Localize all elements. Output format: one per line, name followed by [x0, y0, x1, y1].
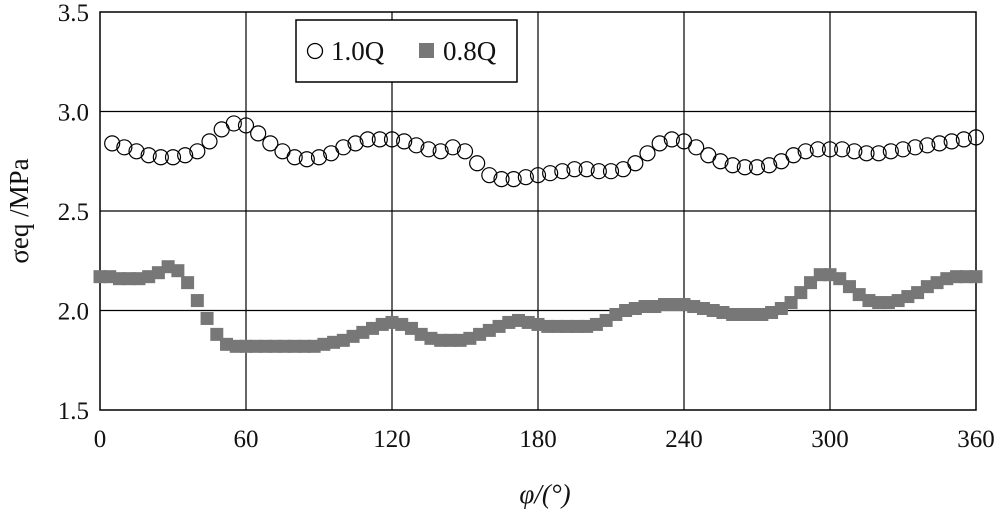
- data-point-1.0q: [688, 139, 705, 156]
- data-point-1.0q: [177, 147, 194, 164]
- data-point-1.0q: [286, 149, 303, 166]
- data-point-1.0q: [919, 137, 936, 154]
- data-point-1.0q: [797, 143, 814, 160]
- data-point-1.0q: [529, 167, 547, 184]
- data-point-1.0q: [152, 149, 169, 166]
- data-point-1.0q: [566, 161, 583, 178]
- data-point-1.0q: [967, 129, 985, 146]
- data-point-1.0q: [894, 141, 912, 158]
- data-point-0.8q: [181, 276, 195, 290]
- y-tick-label: 2.5: [58, 199, 89, 226]
- data-point-1.0q: [310, 149, 328, 166]
- data-point-1.0q: [481, 167, 498, 184]
- x-tick-label: 0: [94, 426, 107, 453]
- data-point-1.0q: [785, 147, 802, 164]
- legend-marker-square: [419, 43, 434, 58]
- data-point-1.0q: [748, 159, 766, 176]
- legend: 1.0Q 0.8Q: [295, 19, 518, 83]
- data-point-0.8q: [969, 270, 983, 284]
- legend-box: [295, 19, 518, 83]
- legend-marker-circle: [306, 42, 324, 60]
- legend-label-series-1: 1.0Q: [331, 36, 385, 66]
- data-point-1.0q: [420, 141, 437, 158]
- data-point-1.0q: [736, 159, 753, 176]
- data-point-0.8q: [210, 327, 224, 341]
- data-point-1.0q: [444, 139, 461, 156]
- data-point-1.0q: [262, 135, 279, 152]
- data-point-1.0q: [943, 133, 960, 150]
- data-point-1.0q: [554, 163, 571, 180]
- data-point-1.0q: [542, 165, 559, 182]
- data-marks: [93, 115, 985, 353]
- x-axis-label: φ/(°): [519, 479, 570, 509]
- data-point-0.8q: [190, 294, 204, 308]
- data-point-1.0q: [517, 169, 534, 186]
- data-point-1.0q: [456, 143, 474, 160]
- data-point-1.0q: [469, 155, 486, 172]
- data-point-1.0q: [237, 117, 255, 134]
- data-point-1.0q: [493, 171, 510, 188]
- data-point-1.0q: [907, 139, 924, 156]
- x-tick-label: 120: [373, 426, 411, 453]
- data-point-1.0q: [505, 171, 522, 188]
- x-tick-label: 60: [234, 426, 259, 453]
- data-point-1.0q: [639, 145, 656, 162]
- x-tick-label: 300: [811, 426, 849, 453]
- y-tick-label: 2.0: [58, 299, 89, 326]
- data-point-1.0q: [955, 131, 972, 148]
- data-point-1.0q: [858, 145, 875, 162]
- x-tick-label: 360: [957, 426, 995, 453]
- data-point-0.8q: [794, 286, 808, 300]
- data-point-1.0q: [189, 143, 206, 160]
- data-point-1.0q: [298, 151, 315, 168]
- data-point-0.8q: [171, 264, 185, 278]
- data-point-1.0q: [724, 157, 741, 174]
- data-point-1.0q: [359, 131, 376, 148]
- data-point-1.0q: [383, 131, 401, 148]
- legend-label-series-2: 0.8Q: [443, 36, 497, 66]
- data-point-1.0q: [663, 131, 680, 148]
- tick-labels: 0 60 120 180 240 300 360 1.5 2.0 2.5 3.0 3.5: [58, 0, 995, 453]
- data-point-1.0q: [602, 163, 620, 180]
- data-point-1.0q: [821, 141, 839, 158]
- data-point-1.0q: [116, 139, 133, 156]
- data-point-1.0q: [250, 125, 267, 142]
- data-point-0.8q: [784, 296, 798, 310]
- data-point-1.0q: [846, 143, 863, 160]
- data-point-1.0q: [432, 143, 449, 160]
- data-point-1.0q: [809, 141, 826, 158]
- data-point-1.0q: [396, 133, 413, 150]
- x-tick-label: 240: [665, 426, 703, 453]
- y-tick-label: 1.5: [58, 398, 89, 425]
- data-point-1.0q: [335, 139, 352, 156]
- data-point-1.0q: [408, 137, 425, 154]
- data-point-1.0q: [140, 147, 157, 164]
- data-point-0.8q: [200, 311, 214, 325]
- data-point-1.0q: [712, 153, 729, 170]
- data-point-1.0q: [834, 141, 851, 158]
- data-point-1.0q: [761, 157, 778, 174]
- y-axis-label: σeq /MPa: [4, 158, 34, 263]
- data-point-1.0q: [164, 149, 182, 166]
- data-point-1.0q: [201, 133, 218, 150]
- plot-area-border: [99, 11, 977, 411]
- y-tick-label: 3.0: [58, 100, 89, 127]
- data-point-1.0q: [104, 135, 121, 152]
- data-point-1.0q: [870, 145, 887, 162]
- data-point-1.0q: [627, 155, 644, 172]
- y-tick-label: 3.5: [58, 0, 89, 27]
- data-point-1.0q: [590, 163, 607, 180]
- data-point-1.0q: [651, 135, 668, 152]
- data-point-1.0q: [578, 161, 595, 178]
- data-point-1.0q: [882, 143, 899, 160]
- data-point-1.0q: [347, 135, 364, 152]
- data-point-1.0q: [128, 143, 145, 160]
- data-point-1.0q: [225, 115, 242, 132]
- x-tick-label: 180: [519, 426, 557, 453]
- data-point-1.0q: [931, 135, 948, 152]
- data-point-1.0q: [371, 131, 388, 148]
